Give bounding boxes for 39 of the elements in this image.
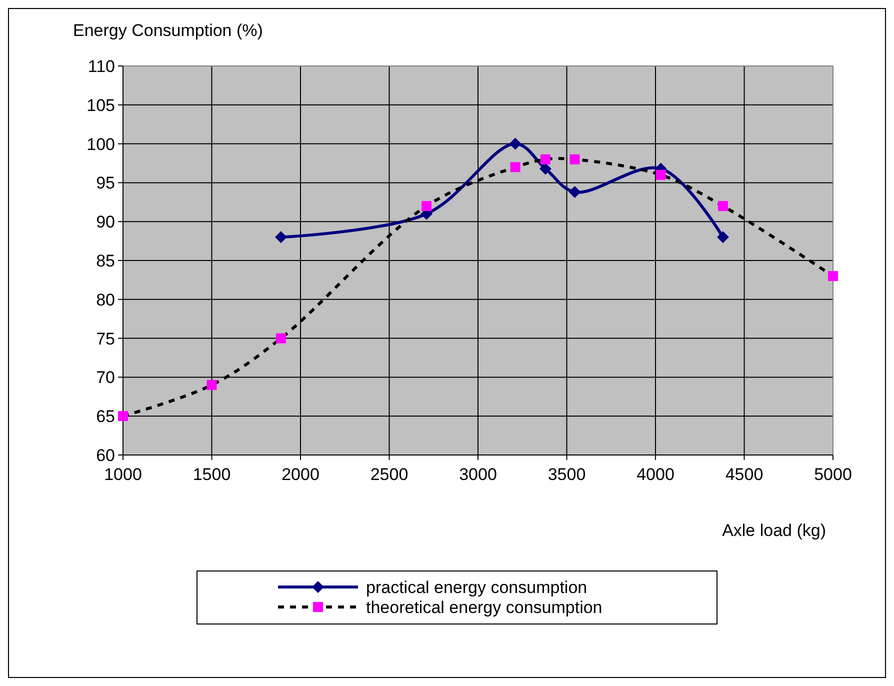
point xyxy=(718,201,728,212)
point xyxy=(656,170,666,180)
point xyxy=(510,162,520,172)
x-tick-label: 4000 xyxy=(636,465,674,484)
x-tick-label: 1500 xyxy=(192,465,231,484)
point xyxy=(716,231,729,244)
y-tick-label: 60 xyxy=(96,446,115,465)
x-tick-label: 5000 xyxy=(814,465,852,484)
y-tick-label: 75 xyxy=(96,329,115,348)
x-axis-title: Axle load (kg) xyxy=(722,521,826,540)
y-tick-label: 85 xyxy=(96,251,115,270)
point xyxy=(118,411,128,422)
point xyxy=(570,154,580,164)
x-tick-label: 4500 xyxy=(725,465,764,484)
point xyxy=(828,271,838,282)
point xyxy=(539,162,552,175)
x-tick-label: 2500 xyxy=(370,465,408,484)
y-tick-label: 70 xyxy=(96,368,115,388)
legend-label: theoretical energy consumption xyxy=(366,598,602,617)
legend-label: practical energy consumption xyxy=(366,578,588,597)
x-tick-label: 2000 xyxy=(282,465,320,484)
y-tick-label: 100 xyxy=(86,134,115,154)
point xyxy=(568,186,581,198)
y-tick-label: 105 xyxy=(86,96,115,115)
y-tick-label: 95 xyxy=(96,174,115,193)
point xyxy=(274,231,287,244)
y-axis-title: Energy Consumption (%) xyxy=(73,21,263,40)
point xyxy=(509,138,522,150)
y-tick-label: 65 xyxy=(96,407,115,426)
point xyxy=(540,154,550,164)
y-tick-label: 80 xyxy=(96,290,115,310)
point xyxy=(422,201,432,212)
y-tick-label: 110 xyxy=(88,56,115,76)
point xyxy=(276,333,286,344)
x-tick-label: 1000 xyxy=(104,465,142,484)
point xyxy=(206,380,217,390)
x-tick-label: 3000 xyxy=(459,465,497,484)
y-tick-label: 90 xyxy=(96,212,115,232)
x-tick-label: 3500 xyxy=(548,465,586,484)
